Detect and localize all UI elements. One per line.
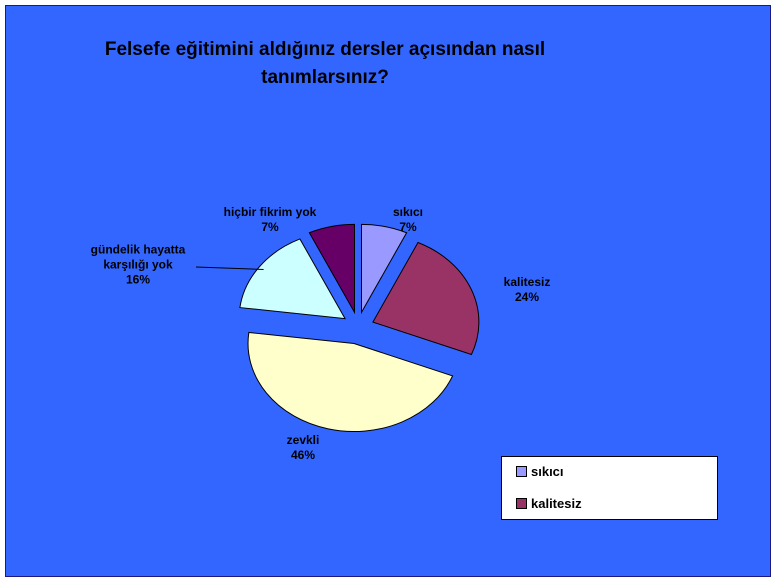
slice-category: hiçbir fikrim yok: [223, 205, 317, 219]
legend-swatch: [516, 466, 527, 477]
slice-percent: 7%: [399, 220, 417, 234]
slice-label: gündelik hayatta karşılığı yok 16%: [78, 243, 198, 288]
legend-label: sıkıcı: [531, 464, 564, 479]
slice-category: zevkli: [286, 433, 320, 447]
slice-percent: 7%: [261, 220, 279, 234]
legend: sıkıcı kalitesiz: [501, 456, 718, 520]
chart-title: Felsefe eğitimini aldığınız dersler açıs…: [104, 39, 546, 88]
slice-category: gündelik hayatta karşılığı yok: [90, 242, 186, 272]
slice-category: kalitesiz: [503, 275, 551, 289]
slice-label: kalitesiz 24%: [452, 275, 602, 305]
slice-label: zevkli 46%: [228, 433, 378, 463]
legend-label: kalitesiz: [531, 496, 582, 511]
pie-slice: [360, 223, 408, 315]
slice-label: hiçbir fikrim yok 7%: [195, 205, 345, 235]
slice-label: sıkıcı 7%: [333, 205, 483, 235]
slice-category: sıkıcı: [392, 205, 424, 219]
slice-percent: 24%: [514, 290, 540, 304]
slice-percent: 46%: [290, 448, 316, 462]
pie-slice: [372, 241, 480, 356]
legend-entry: sıkıcı: [516, 464, 564, 479]
legend-swatch: [516, 498, 527, 509]
pie-slice: [308, 223, 356, 315]
pie-slice: [239, 238, 346, 320]
slice-percent: 16%: [125, 272, 151, 287]
legend-entry: kalitesiz: [516, 496, 582, 511]
pie-slice: [247, 331, 454, 432]
leader-line: [195, 266, 264, 270]
